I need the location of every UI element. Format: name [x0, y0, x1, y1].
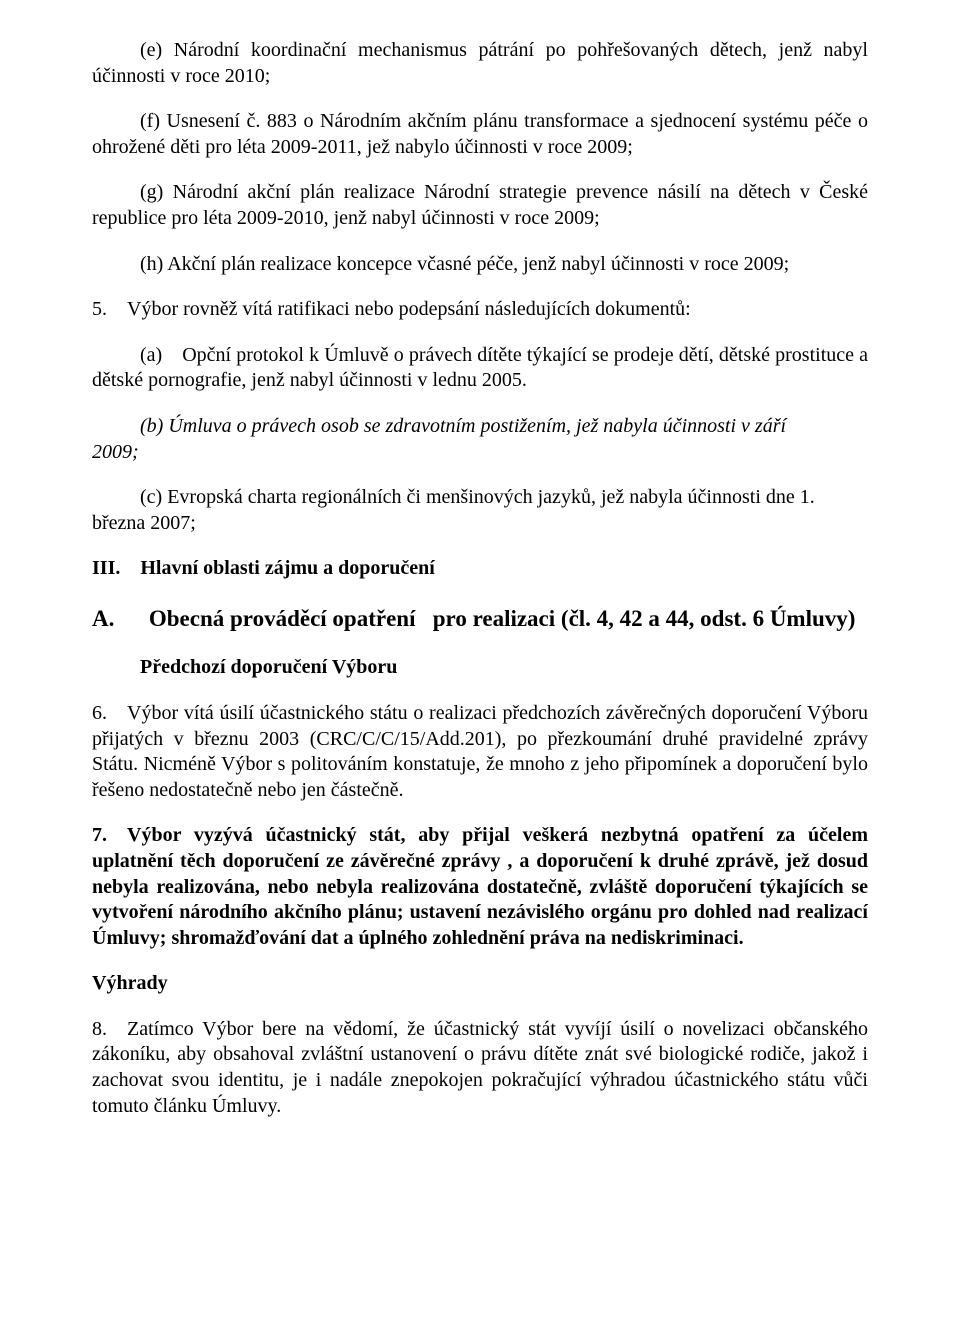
para-5b-text: (b) Úmluva o právech osob se zdravotním … — [92, 414, 868, 440]
para-7: 7. Výbor vyzývá účastnický stát, aby při… — [92, 823, 868, 951]
para-5c-text: (c) Evropská charta regionálních či menš… — [92, 485, 868, 511]
para-5c: (c) Evropská charta regionálních či menš… — [92, 485, 868, 536]
para-g: (g) Národní akční plán realizace Národní… — [92, 180, 868, 231]
para-5a: (a) Opční protokol k Úmluvě o právech dí… — [92, 343, 868, 394]
para-6: 6. Výbor vítá úsilí účastnického státu o… — [92, 701, 868, 803]
para-5b: (b) Úmluva o právech osob se zdravotním … — [92, 414, 868, 465]
para-5c-date: března 2007; — [92, 512, 196, 534]
para-5b-year: 2009; — [92, 441, 139, 463]
heading-prev: Předchozí doporučení Výboru — [92, 655, 868, 681]
para-5: 5. Výbor rovněž vítá ratifikaci nebo pod… — [92, 297, 868, 323]
heading-iii: III. Hlavní oblasti zájmu a doporučení — [92, 556, 868, 582]
heading-vyhrady: Výhrady — [92, 971, 868, 997]
para-h: (h) Akční plán realizace koncepce včasné… — [92, 252, 868, 278]
para-e: (e) Národní koordinační mechanismus pátr… — [92, 38, 868, 89]
para-f: (f) Usnesení č. 883 o Národním akčním pl… — [92, 109, 868, 160]
heading-a: A. Obecná prováděcí opatření pro realiza… — [92, 604, 868, 633]
para-8: 8. Zatímco Výbor bere na vědomí, že účas… — [92, 1017, 868, 1119]
